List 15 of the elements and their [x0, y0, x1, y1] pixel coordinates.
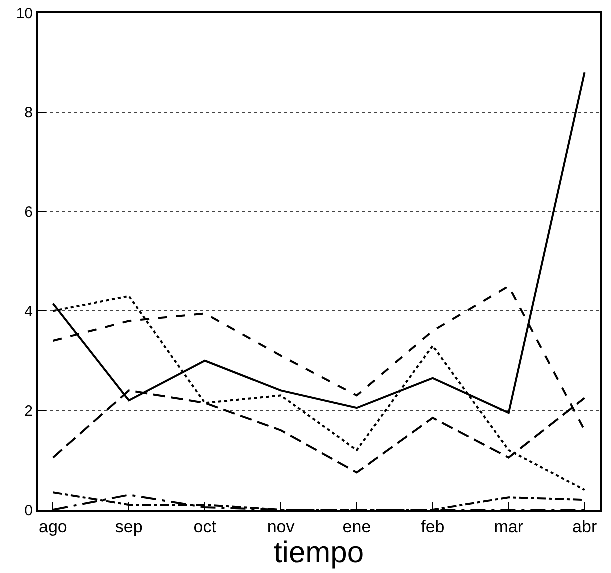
- x-tick-label: sep: [115, 517, 143, 536]
- x-tick-label: nov: [267, 517, 296, 536]
- x-tick-label: ene: [342, 517, 372, 536]
- y-tick-label: 2: [24, 402, 33, 420]
- y-tick-label: 6: [24, 204, 33, 222]
- y-tick-label: 4: [24, 303, 33, 320]
- x-tick-label: oct: [194, 517, 217, 536]
- x-axis-title: tiempo: [274, 536, 364, 570]
- y-tick-label: 0: [24, 502, 33, 520]
- y-tick-label: 8: [24, 104, 33, 122]
- y-tick-label: 10: [16, 5, 33, 22]
- x-tick-label: abr: [572, 517, 598, 536]
- x-tick-label: mar: [494, 517, 524, 536]
- x-tick-label: ago: [39, 517, 68, 536]
- x-tick-label: feb: [421, 517, 445, 536]
